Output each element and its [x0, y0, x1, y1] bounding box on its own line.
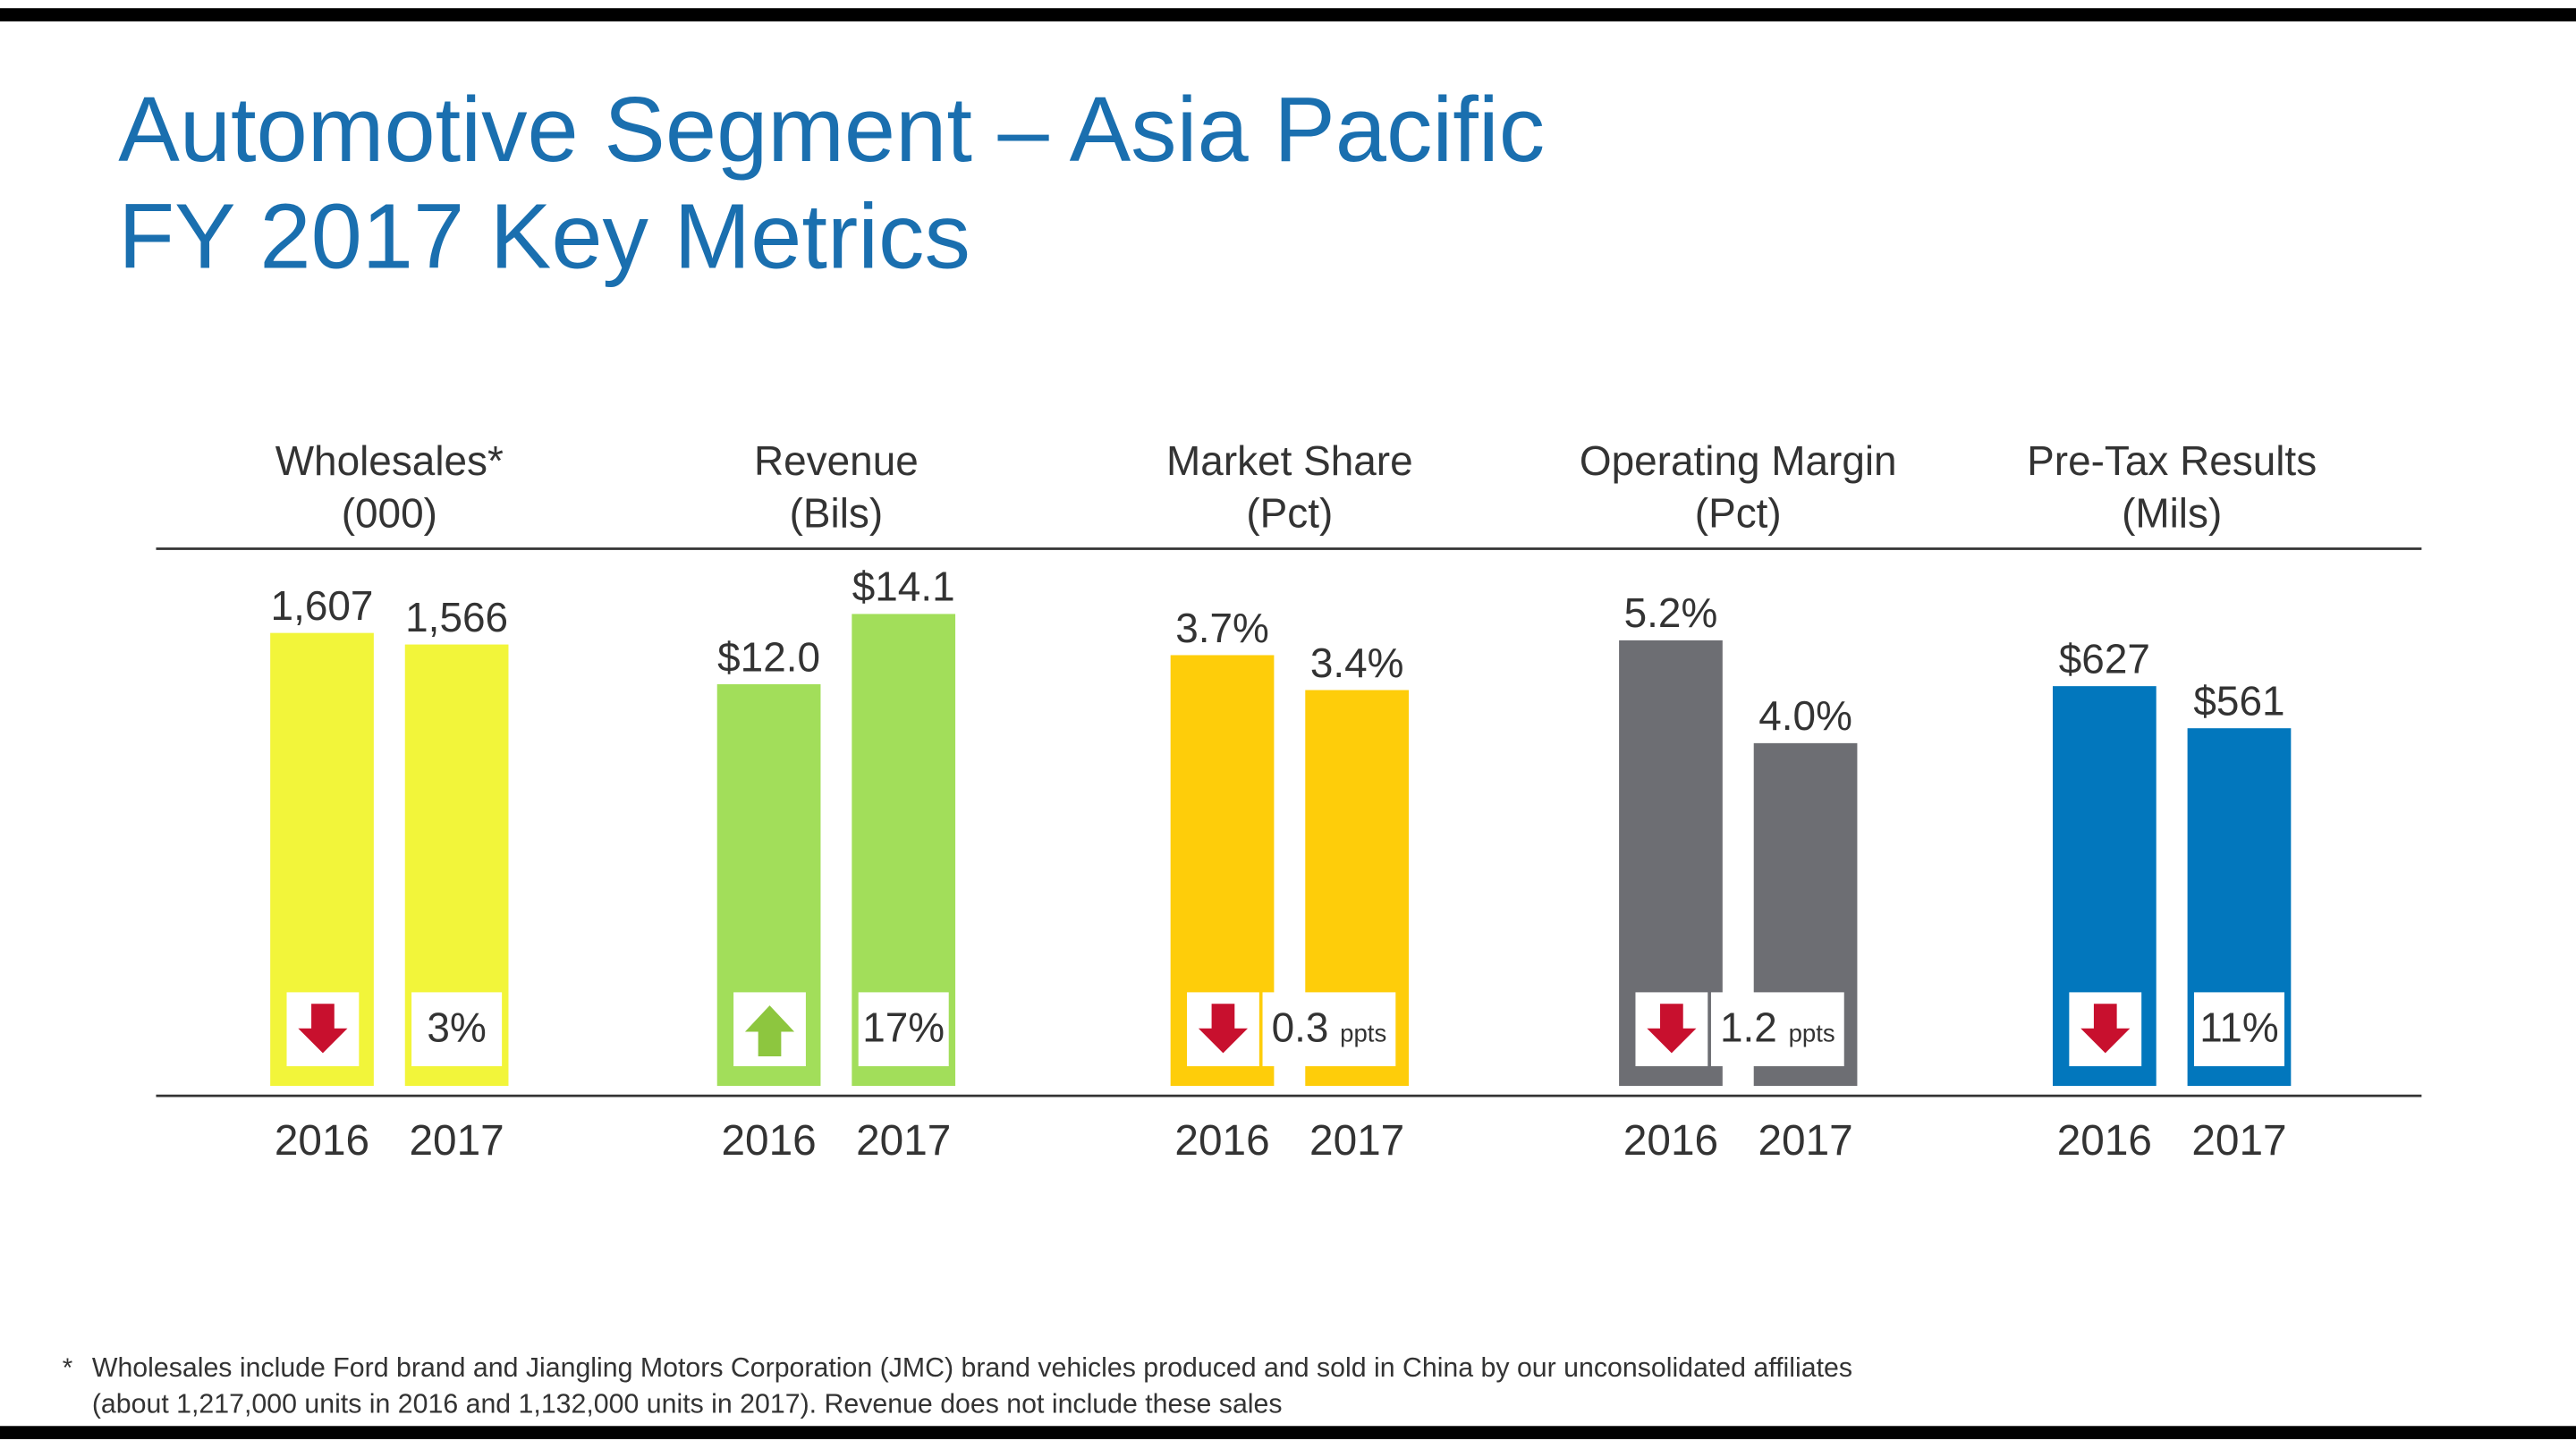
- footnote-line: (about 1,217,000 units in 2016 and 1,132…: [92, 1390, 1283, 1419]
- change-label: 1.2 ppts: [1720, 1004, 1835, 1050]
- value-label: 1,607: [271, 582, 374, 629]
- chart-subtitle: (Pct): [1695, 490, 1782, 537]
- change-box: [2193, 992, 2284, 1067]
- value-label: 5.2%: [1624, 589, 1718, 636]
- value-label: $627: [2059, 635, 2150, 682]
- value-label: 3.4%: [1310, 640, 1404, 686]
- change-label: 11%: [2199, 1004, 2278, 1050]
- chart-title: Wholesales*: [275, 437, 504, 484]
- chart-subtitle: (Pct): [1246, 490, 1333, 537]
- chart-title: Pre-Tax Results: [2027, 437, 2317, 484]
- x-tick-label: 2016: [275, 1117, 369, 1165]
- change-box: [1262, 992, 1396, 1067]
- x-tick-label: 2016: [2057, 1117, 2152, 1165]
- x-tick-label: 2017: [2191, 1117, 2286, 1165]
- chart-title: Market Share: [1166, 437, 1413, 484]
- change-value: 3%: [427, 1004, 486, 1050]
- x-tick-label: 2017: [856, 1117, 951, 1165]
- value-label: $14.1: [852, 564, 955, 610]
- change-label: 17%: [862, 1004, 945, 1050]
- footnote-mark: *: [63, 1353, 72, 1383]
- value-label: $12.0: [717, 633, 820, 680]
- x-tick-label: 2016: [1174, 1117, 1269, 1165]
- value-label: $561: [2193, 677, 2284, 724]
- down-arrow: [298, 1004, 348, 1054]
- chart-title: Revenue: [754, 437, 919, 484]
- down-arrow: [1647, 1004, 1697, 1054]
- change-value: 1.2: [1720, 1004, 1777, 1050]
- change-label: 3%: [427, 1004, 486, 1050]
- chart-subtitle: (Bils): [790, 490, 884, 537]
- x-tick-label: 2017: [1758, 1117, 1852, 1165]
- change-value: 0.3: [1272, 1004, 1329, 1050]
- change-value: 11%: [2199, 1004, 2278, 1050]
- change-box: [1710, 992, 1844, 1067]
- top-band: [0, 8, 2576, 21]
- change-unit: ppts: [1340, 1019, 1386, 1046]
- change-label: 0.3 ppts: [1272, 1004, 1387, 1050]
- bottom-band: [0, 1426, 2576, 1439]
- change-box: [858, 992, 949, 1067]
- chart-subtitle: (Mils): [2122, 490, 2222, 537]
- footnote-line: Wholesales include Ford brand and Jiangl…: [92, 1353, 1852, 1383]
- down-arrow: [1198, 1004, 1248, 1054]
- x-tick-label: 2016: [721, 1117, 816, 1165]
- change-value: 17%: [862, 1004, 945, 1050]
- value-label: 4.0%: [1758, 692, 1852, 739]
- down-arrow: [2080, 1004, 2131, 1054]
- title-line: Automotive Segment – Asia Pacific: [118, 78, 1545, 181]
- x-tick-label: 2017: [409, 1117, 504, 1165]
- chart-title: Operating Margin: [1580, 437, 1897, 484]
- chart-subtitle: (000): [342, 490, 437, 537]
- value-label: 1,566: [405, 594, 508, 640]
- x-tick-label: 2017: [1309, 1117, 1404, 1165]
- x-tick-label: 2016: [1623, 1117, 1718, 1165]
- change-box: [411, 992, 503, 1067]
- value-label: 3.7%: [1175, 605, 1269, 651]
- title-line: FY 2017 Key Metrics: [118, 184, 970, 287]
- up-arrow: [744, 1005, 795, 1057]
- change-unit: ppts: [1789, 1019, 1835, 1046]
